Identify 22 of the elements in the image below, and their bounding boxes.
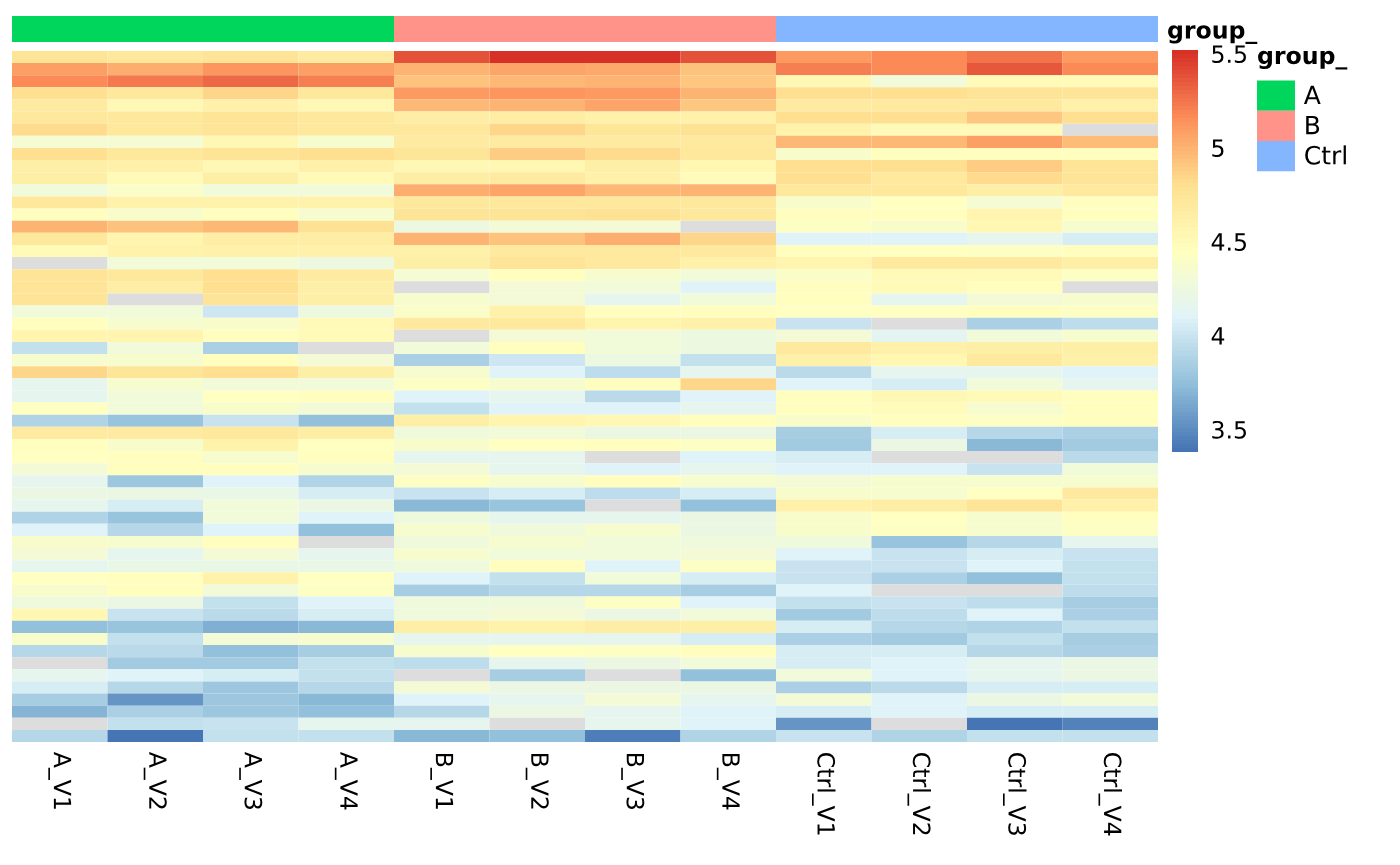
legend-label: Ctrl <box>1305 145 1346 165</box>
x-tick-label: Ctrl_V4 <box>1098 753 1122 836</box>
x-tick-label: A_V3 <box>239 751 263 809</box>
color-bar-label: 5.5 <box>1212 45 1246 64</box>
x-tick-label: A_V1 <box>48 751 72 809</box>
x-tick-label: B_V3 <box>621 754 645 810</box>
legend-label: A <box>1303 85 1321 104</box>
x-tick-label: Ctrl_V2 <box>907 753 931 835</box>
legend-title: group_ <box>1258 50 1348 70</box>
x-tick-label: Ctrl_V1 <box>812 753 836 835</box>
color-bar-title: group_ <box>1168 25 1258 44</box>
x-tick-label: Ctrl_V3 <box>1003 753 1027 835</box>
color-bar-label: 3.5 <box>1212 420 1246 439</box>
x-tick-label: B_V1 <box>430 754 454 809</box>
color-bar-label: 4.5 <box>1211 233 1246 251</box>
legend-label: B <box>1306 115 1320 135</box>
x-tick-label: B_V2 <box>525 754 549 809</box>
x-tick-label: A_V2 <box>143 751 167 809</box>
x-tick-label: B_V4 <box>716 754 740 810</box>
x-tick-label: A_V4 <box>334 751 358 810</box>
color-bar-label: 4 <box>1211 327 1225 345</box>
color-bar-label: 5 <box>1212 139 1224 157</box>
